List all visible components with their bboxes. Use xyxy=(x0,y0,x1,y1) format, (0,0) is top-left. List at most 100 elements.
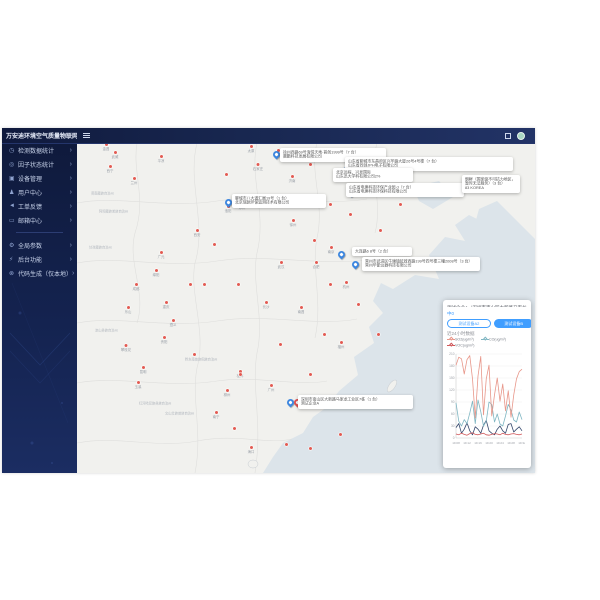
city-dot-icon xyxy=(162,336,166,339)
panel-title: 测试企业A（深圳市南山区大新路马家龙工业区7栋） xyxy=(447,304,527,307)
legend-item[interactable]: VOC(ug/m³) xyxy=(447,342,481,348)
map-city-marker: 福州 xyxy=(332,341,350,357)
svg-text:180: 180 xyxy=(449,364,455,368)
region-label: 黄南藏族自治州 xyxy=(91,191,114,196)
hamburger-icon[interactable] xyxy=(83,133,90,138)
city-dot-icon xyxy=(141,366,145,369)
city-dot-icon xyxy=(124,344,128,347)
city-dot-icon xyxy=(339,433,342,436)
map-city-marker: 西安 xyxy=(188,229,206,245)
city-dot-icon xyxy=(377,333,380,336)
city-dot-icon xyxy=(189,283,192,286)
chevron-right-icon: › xyxy=(69,188,72,196)
sidebar-item[interactable]: ⊗ 代码生成（仅本地） › xyxy=(9,269,75,278)
city-dot-icon xyxy=(239,373,242,376)
city-dot-icon xyxy=(154,269,158,272)
svg-text:19:08: 19:08 xyxy=(452,441,460,445)
map-city-marker: 柳州 xyxy=(218,389,236,405)
svg-text:19:12: 19:12 xyxy=(463,441,471,445)
map-popup[interactable]: 深圳市南山区大新路马家龙工业区7栋（1 台） 测试企业A xyxy=(298,395,413,409)
chart: 0 30 60 90 120 150 180 210 19:08 19:12 19:16 19:20 1… xyxy=(447,350,527,459)
sidebar-item[interactable]: ♟ 用户中心 › xyxy=(9,188,72,197)
city-dot-icon xyxy=(329,283,332,286)
map-city-marker: 广元 xyxy=(152,251,170,267)
city-dot-icon xyxy=(159,155,163,158)
chevron-right-icon: › xyxy=(69,160,72,168)
city-dot-icon xyxy=(344,281,348,284)
city-dot-icon xyxy=(329,246,333,249)
sidebar-item[interactable]: ◷ 检测数据统计 › xyxy=(9,146,72,155)
factor-icon: ◎ xyxy=(9,161,15,168)
legend-item[interactable]: CO(ug/m³) xyxy=(481,336,515,342)
legend-row: SO2(ug/m³) CO(ug/m³) xyxy=(447,336,527,342)
map-popup[interactable]: 山东省聊城市东昌府区兴华路大厦26号4号楼（7 台） 山东省同创JPH电子有限公司 xyxy=(345,157,513,171)
city-dot-icon xyxy=(323,333,326,336)
map-popup[interactable]: 山东省电建科技环保产业园 d（7 台） 山东省电建科技环保科技有限公司 xyxy=(346,183,464,197)
codegen-icon: ⊗ xyxy=(9,270,15,277)
sidebar-item[interactable]: ▭ 邮箱中心 › xyxy=(9,216,72,225)
legend-marker-icon xyxy=(447,336,455,342)
city-dot-icon xyxy=(136,381,140,384)
map-city-marker: 徐州 xyxy=(284,219,302,235)
region-label: 文山壮族苗族自治州 xyxy=(165,411,195,416)
map-city-marker: 玉溪 xyxy=(129,381,147,397)
chevron-right-icon: › xyxy=(69,202,72,210)
city-dot-icon xyxy=(249,145,253,148)
city-dot-icon xyxy=(309,373,312,376)
map-city-marker: 合肥 xyxy=(307,261,325,277)
sidebar-item[interactable]: ◄ 工单反馈 › xyxy=(9,202,72,211)
city-dot-icon xyxy=(309,163,312,166)
city-dot-icon xyxy=(225,173,228,176)
device-button[interactable]: 测试设备A2 xyxy=(447,319,491,328)
city-dot-icon xyxy=(193,353,196,356)
legend-marker-icon xyxy=(481,336,489,342)
city-dot-icon xyxy=(233,427,236,430)
sidebar-item[interactable]: ⚡ 后台功能 › xyxy=(9,255,72,264)
fullscreen-icon[interactable] xyxy=(505,132,511,139)
map-popup[interactable]: 聊城市八大道汇展19号（1 台） 北京瑞驰环保监测技术有限公司 xyxy=(232,194,326,208)
city-dot-icon xyxy=(249,446,253,449)
sidebar: ◷ 检测数据统计 › ◎ 因子状态统计 › ▣ 设备管理 › ♟ 用户中心 › ◄ 工单反馈 › ▭ 邮箱中心 ›… xyxy=(2,143,77,473)
city-dot-icon xyxy=(285,443,288,446)
map-city-marker: 平凉 xyxy=(152,155,170,171)
map-popup[interactable]: 大连路6 8号（2 台） xyxy=(352,247,412,257)
legend-marker-icon xyxy=(447,342,455,348)
city-dot-icon xyxy=(357,303,360,306)
city-dot-icon xyxy=(290,175,294,178)
map-city-marker: 遵义 xyxy=(164,319,182,335)
device-buttons: 测试设备A2 测试设备B xyxy=(447,319,531,328)
avatar[interactable] xyxy=(517,131,525,140)
map-popup[interactable]: 朝鲜（国家级不可抗力地区， 暂时无法服务）（3 台） 83 KOREA xyxy=(462,175,520,193)
device-button[interactable]: 测试设备B xyxy=(493,319,531,328)
user-icon: ♟ xyxy=(9,189,15,196)
device-icon: ▣ xyxy=(9,175,15,182)
map-city-marker: 成都 xyxy=(127,283,145,299)
svg-text:19:20: 19:20 xyxy=(485,441,493,445)
chart-line xyxy=(455,399,523,427)
feedback-icon: ◄ xyxy=(9,203,15,209)
legend-item[interactable]: SO2(ug/m³) xyxy=(447,336,481,342)
chevron-right-icon: › xyxy=(69,216,72,224)
chevron-right-icon: › xyxy=(69,146,72,154)
region-label: 甘孜藏族自治州 xyxy=(89,245,112,250)
map-city-marker: 西宁 xyxy=(101,165,119,181)
chevron-right-icon: › xyxy=(69,241,72,249)
sidebar-item[interactable]: ◎ 因子状态统计 › xyxy=(9,160,72,169)
panel-link[interactable]: 中0 xyxy=(447,311,455,316)
map-city-marker: 金昌 xyxy=(97,143,115,159)
map-popup[interactable]: 北京远程、兴发国际 山东迅大学科有限公司2% xyxy=(333,168,413,182)
city-dot-icon xyxy=(399,203,402,206)
sidebar-item[interactable]: ⚙ 全局参数 › xyxy=(9,241,72,250)
city-dot-icon xyxy=(299,306,303,309)
city-dot-icon xyxy=(134,283,138,286)
map-city-marker: 南宁 xyxy=(207,411,225,427)
map-popup[interactable]: 常州市武进区牛塘镇延政西路199号四号楼三幢2008号（3 台） 常州华能仪器科技… xyxy=(362,257,480,271)
svg-text:30: 30 xyxy=(451,424,455,428)
city-dot-icon xyxy=(291,219,295,222)
svg-text:19:24: 19:24 xyxy=(496,441,504,445)
map-city-marker: 海口 xyxy=(242,446,260,462)
map-city-marker: 重庆 xyxy=(157,301,175,317)
map-city-marker: 贵阳 xyxy=(155,336,173,352)
sidebar-item[interactable]: ▣ 设备管理 › xyxy=(9,174,72,183)
city-dot-icon xyxy=(203,283,206,286)
